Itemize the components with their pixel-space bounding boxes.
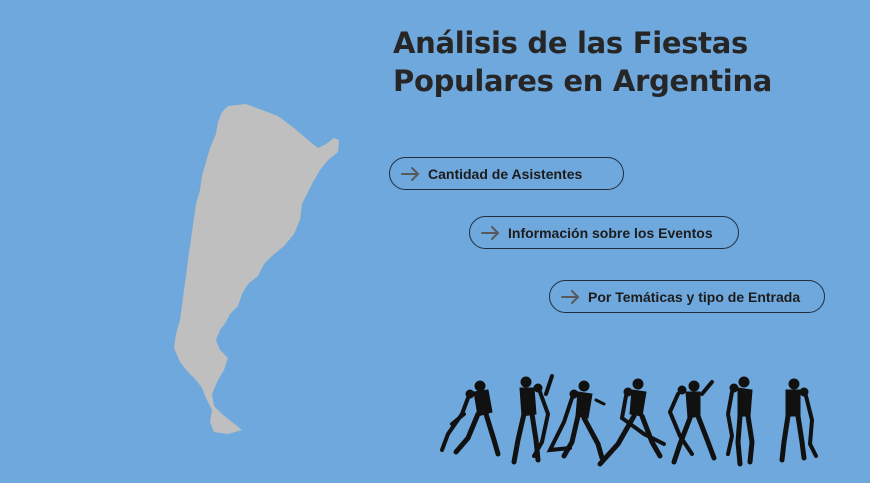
arrow-right-icon <box>481 225 499 240</box>
nav-button-cantidad-asistentes[interactable]: Cantidad de Asistentes <box>389 157 624 190</box>
arrow-right-icon <box>561 289 579 304</box>
dancer-couple-icon <box>511 374 554 465</box>
arrow-right-icon <box>401 166 419 181</box>
nav-button-label: Por Temáticas y tipo de Entrada <box>588 288 801 305</box>
page-title-line1: Análisis de las Fiestas <box>393 26 748 60</box>
nav-button-label: Información sobre los Eventos <box>508 224 713 241</box>
nav-button-label: Cantidad de Asistentes <box>428 165 583 182</box>
nav-button-informacion-eventos[interactable]: Información sobre los Eventos <box>469 216 739 249</box>
page-title: Análisis de las Fiestas Populares en Arg… <box>393 24 853 100</box>
nav-button-tematicas-entrada[interactable]: Por Temáticas y tipo de Entrada <box>549 280 825 313</box>
tango-dancers-illustration <box>440 374 818 467</box>
argentina-map <box>174 104 339 434</box>
dancer-couple-icon <box>546 380 606 461</box>
page-title-line2: Populares en Argentina <box>393 64 773 98</box>
dancer-couple-icon <box>440 380 501 457</box>
dancer-couple-icon <box>725 376 755 467</box>
dancer-couple-icon <box>667 380 717 465</box>
dancer-couple-icon <box>597 378 666 467</box>
dancer-couple-icon <box>779 378 818 463</box>
